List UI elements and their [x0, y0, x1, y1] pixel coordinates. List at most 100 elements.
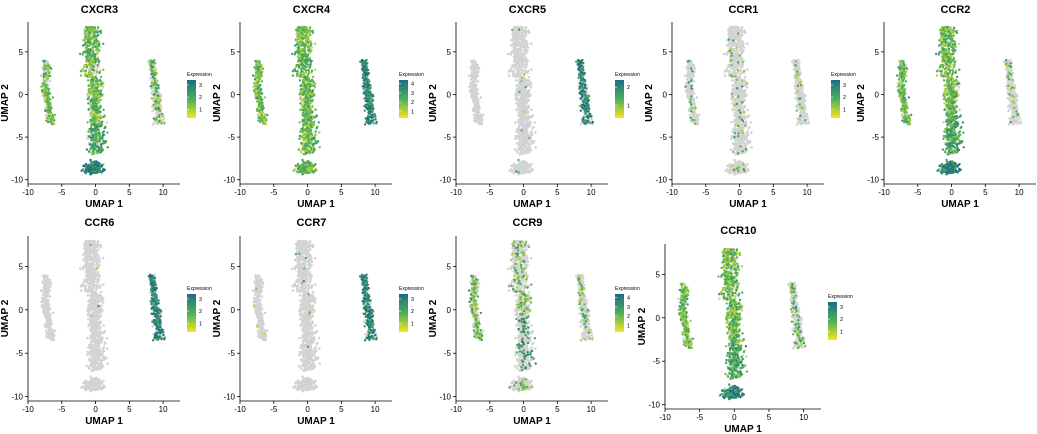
cell-point-grey: [527, 82, 531, 86]
cell-point: [96, 133, 100, 137]
cell-point: [82, 164, 85, 168]
cell-point-grey: [524, 91, 528, 95]
cell-point-grey: [514, 59, 517, 62]
cell-point: [99, 89, 103, 92]
cell-point: [298, 26, 301, 29]
cell-point-grey: [519, 53, 523, 57]
cell-point-grey: [534, 131, 537, 134]
cell-point: [42, 94, 45, 97]
cell-point: [303, 90, 306, 93]
cell-point: [95, 141, 99, 144]
cell-point: [364, 77, 367, 80]
cell-point: [91, 171, 94, 174]
cell-point: [98, 140, 101, 143]
cell-point: [149, 59, 152, 62]
cell-point: [261, 108, 264, 111]
cell-point: [295, 65, 298, 69]
cell-point-grey: [513, 55, 517, 58]
cell-point: [47, 120, 50, 124]
cell-point-grey: [468, 81, 472, 85]
cell-point-grey: [527, 98, 530, 102]
cell-point: [317, 121, 321, 124]
cell-point: [156, 80, 159, 83]
cell-point: [92, 149, 95, 152]
cell-point: [86, 28, 89, 31]
cell-point-grey: [515, 84, 518, 88]
cell-point: [98, 166, 101, 169]
cell-point-grey: [518, 78, 522, 81]
cell-point: [305, 132, 308, 135]
cell-point-grey: [153, 120, 156, 124]
cell-point: [96, 85, 99, 88]
cell-point: [45, 75, 48, 78]
cell-point-grey: [522, 168, 525, 171]
cell-point-grey: [514, 134, 518, 138]
cell-point-grey: [514, 92, 518, 95]
cell-point-grey: [527, 75, 531, 79]
cell-point: [96, 26, 100, 29]
cell-point: [90, 125, 93, 128]
cell-point: [305, 37, 308, 40]
cell-point-grey: [522, 147, 525, 150]
cell-point: [304, 26, 308, 30]
cell-point: [301, 42, 305, 45]
cell-point-grey: [520, 109, 523, 113]
cell-point: [364, 73, 368, 76]
cell-point: [98, 122, 101, 126]
cell-point: [94, 136, 98, 140]
cell-point-grey: [524, 122, 527, 126]
cell-point: [90, 128, 94, 131]
cell-point: [97, 60, 101, 63]
cell-point: [253, 78, 257, 81]
legend-colorbar: [187, 80, 196, 118]
cell-point: [306, 57, 310, 61]
cell-point: [43, 67, 46, 70]
cell-point: [90, 97, 94, 100]
cell-point: [91, 30, 95, 33]
cell-point: [82, 39, 85, 42]
cell-point: [363, 97, 367, 100]
cell-point: [318, 146, 321, 149]
cell-point-grey: [472, 88, 476, 92]
cell-point: [148, 62, 151, 66]
cell-point: [295, 50, 298, 53]
x-tick-label: -10: [22, 188, 34, 197]
cell-point: [362, 62, 365, 65]
cell-point: [308, 129, 311, 132]
cell-point-grey: [475, 118, 479, 122]
cell-point: [154, 82, 157, 85]
cell-point: [89, 86, 93, 89]
panel-title: CXCR3: [81, 4, 118, 16]
cell-point: [49, 104, 53, 107]
cell-point: [261, 101, 264, 104]
y-tick-label: 0: [231, 90, 236, 99]
cell-point-grey: [530, 139, 533, 143]
cell-point-grey: [518, 123, 521, 126]
cell-point: [579, 109, 582, 112]
cell-point-grey: [511, 32, 515, 35]
cell-point: [93, 124, 96, 127]
cell-point-grey: [529, 93, 532, 96]
cell-point: [305, 144, 308, 147]
x-tick-label: 0: [93, 188, 98, 197]
x-tick-label: -5: [270, 188, 278, 197]
cell-point-grey: [48, 80, 52, 83]
y-tick-label: -10: [223, 176, 235, 185]
cell-point: [312, 124, 315, 127]
cell-point-grey: [507, 70, 511, 73]
cell-point: [95, 43, 99, 46]
cell-point: [46, 100, 49, 104]
cell-point-grey: [522, 94, 526, 97]
cell-point-grey: [507, 74, 511, 77]
cell-point: [301, 48, 304, 51]
cell-point: [260, 92, 264, 95]
cell-point: [306, 89, 309, 93]
cell-point: [584, 110, 587, 113]
cell-point-grey: [523, 41, 526, 44]
cell-point: [257, 77, 261, 80]
cell-point-grey: [477, 67, 481, 71]
cell-point: [98, 120, 101, 123]
